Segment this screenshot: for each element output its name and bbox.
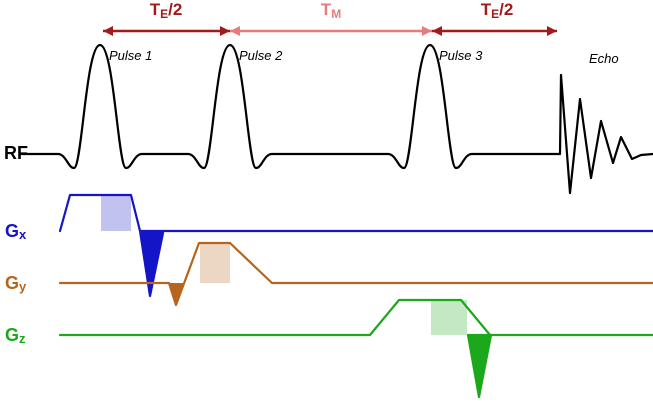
svg-text:Pulse 3: Pulse 3 xyxy=(439,48,483,63)
svg-text:Echo: Echo xyxy=(589,51,619,66)
svg-text:Pulse 2: Pulse 2 xyxy=(239,48,283,63)
svg-text:Pulse 1: Pulse 1 xyxy=(109,48,152,63)
